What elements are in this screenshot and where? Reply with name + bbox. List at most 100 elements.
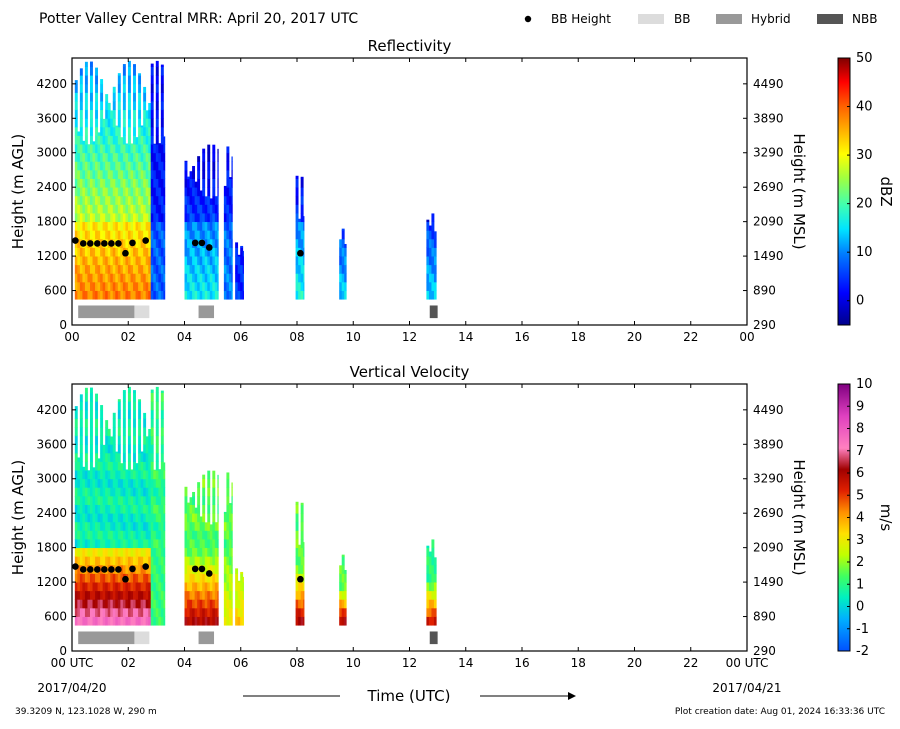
data-cell <box>143 452 147 462</box>
data-cell <box>135 478 139 488</box>
data-cell <box>74 556 78 566</box>
data-cell <box>138 238 142 248</box>
data-cell <box>127 418 131 428</box>
data-cell <box>212 238 216 248</box>
data-cell <box>148 152 152 162</box>
data-cell <box>138 461 142 471</box>
data-cell <box>110 504 114 514</box>
data-cell <box>426 281 430 291</box>
x-tick-label: 04 <box>177 330 192 344</box>
data-cell <box>138 169 142 179</box>
data-cell <box>163 521 166 531</box>
data-cell <box>133 195 136 205</box>
data-cell <box>117 187 121 197</box>
data-cell <box>105 152 109 162</box>
data-cell <box>431 547 435 557</box>
data-cell <box>102 195 106 205</box>
data-cell <box>127 487 131 497</box>
data-cell <box>107 435 111 445</box>
data-cell <box>84 539 88 549</box>
data-cell <box>115 461 119 471</box>
data-cell <box>115 556 119 566</box>
data-cell <box>160 238 164 248</box>
data-cell <box>187 521 190 531</box>
data-cell <box>187 564 190 574</box>
bb-type-bar <box>429 305 438 319</box>
data-cell <box>242 250 244 257</box>
data-cell <box>84 92 88 102</box>
data-cell <box>187 616 190 626</box>
data-cell <box>112 256 116 266</box>
data-cell <box>231 521 233 531</box>
data-cell <box>295 573 299 583</box>
data-cell <box>184 547 188 557</box>
data-cell <box>153 247 157 257</box>
data-cell <box>344 582 347 592</box>
data-cell <box>207 290 211 300</box>
data-cell <box>138 401 142 411</box>
data-cell <box>226 290 230 300</box>
data-cell <box>214 564 218 574</box>
data-cell <box>160 530 164 540</box>
data-cell <box>158 187 162 197</box>
data-cell <box>102 530 106 540</box>
data-cell <box>160 230 164 240</box>
data-cell <box>92 169 96 179</box>
data-cell <box>148 530 152 540</box>
data-cell <box>158 204 162 214</box>
data-cell <box>155 530 159 540</box>
data-cell <box>300 290 304 300</box>
data-cell <box>84 547 88 557</box>
y-axis-label: Height (m AGL) <box>9 134 27 249</box>
data-cell <box>133 273 136 283</box>
data-cell <box>140 290 144 300</box>
data-cell <box>300 530 304 540</box>
data-cell <box>92 238 96 248</box>
data-cell <box>77 607 81 617</box>
data-cell <box>189 264 193 274</box>
data-cell <box>184 616 188 626</box>
data-cell <box>212 281 216 291</box>
data-cell <box>82 161 86 171</box>
data-cell <box>107 290 111 300</box>
data-cell <box>82 204 86 214</box>
data-cell <box>339 607 343 617</box>
data-cell <box>120 221 124 231</box>
data-cell <box>155 470 159 480</box>
data-cell <box>226 599 230 609</box>
data-cell <box>341 582 345 592</box>
data-cell <box>160 247 164 257</box>
data-cell <box>112 452 116 462</box>
data-cell <box>138 230 142 240</box>
data-cell <box>228 513 232 523</box>
data-cell <box>105 487 109 497</box>
data-cell <box>231 564 233 574</box>
data-cell <box>148 428 152 437</box>
data-cell <box>194 181 198 188</box>
data-cell <box>77 238 81 248</box>
data-cell <box>199 190 203 197</box>
data-cell <box>298 582 302 592</box>
data-cell <box>112 101 116 111</box>
data-cell <box>122 504 126 514</box>
data-cell <box>303 556 305 566</box>
data-cell <box>226 195 230 205</box>
data-cell <box>197 573 201 583</box>
data-cell <box>160 461 164 471</box>
data-cell <box>197 247 201 257</box>
data-cell <box>184 495 188 505</box>
data-cell <box>143 281 147 291</box>
data-cell <box>163 573 166 583</box>
data-cell <box>84 401 88 411</box>
data-cell <box>207 187 211 197</box>
data-cell <box>209 198 213 205</box>
data-cell <box>87 504 91 514</box>
data-cell <box>107 109 111 119</box>
data-cell <box>226 161 230 171</box>
data-cell <box>140 461 144 471</box>
data-cell <box>145 478 149 488</box>
data-cell <box>107 144 111 154</box>
data-cell <box>237 254 241 257</box>
data-cell <box>303 573 305 583</box>
data-cell <box>344 616 347 626</box>
